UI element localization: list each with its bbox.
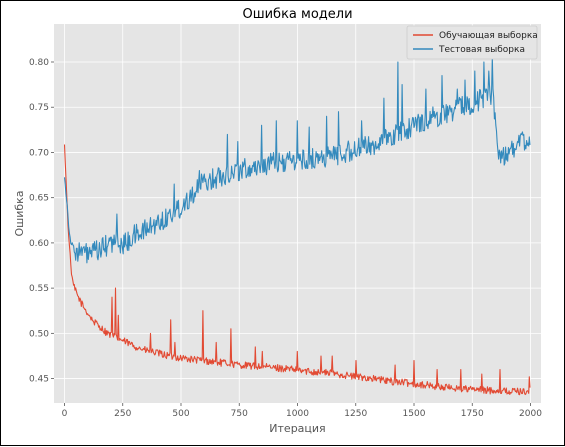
legend-entry-test: Тестовая выборка — [438, 45, 525, 55]
series-layer — [63, 56, 531, 396]
series-line-test — [63, 56, 531, 264]
x-tick-label: 250 — [114, 409, 131, 419]
tick-layer: 0 250 500 750 1000 1250 1500 1750 2000 0.45 0.50 0.… — [29, 58, 542, 419]
series-line-train — [63, 144, 531, 396]
x-tick-label: 500 — [172, 409, 189, 419]
x-tick-label: 1250 — [344, 409, 367, 419]
x-tick-label: 0 — [62, 409, 68, 419]
y-tick-label: 0.75 — [29, 103, 49, 113]
y-tick-label: 0.70 — [29, 148, 49, 158]
x-tick-label: 1000 — [286, 409, 309, 419]
legend-box — [406, 25, 538, 60]
legend: Обучающая выборка Тестовая выборка — [406, 25, 538, 60]
x-tick-label: 750 — [231, 409, 248, 419]
y-tick-label: 0.65 — [29, 194, 49, 204]
y-tick-label: 0.60 — [29, 239, 49, 249]
x-tick-label: 1500 — [403, 409, 426, 419]
y-tick-label: 0.45 — [29, 375, 49, 385]
y-tick-label: 0.80 — [29, 58, 49, 68]
y-axis-label: Ошибка — [13, 190, 26, 236]
x-axis-label: Итерация — [269, 422, 325, 435]
x-tick-label: 2000 — [519, 409, 542, 419]
x-tick-label: 1750 — [461, 409, 484, 419]
legend-entry-train: Обучающая выборка — [439, 31, 538, 41]
chart-title: Ошибка модели — [242, 7, 352, 22]
y-tick-label: 0.50 — [29, 329, 49, 339]
y-tick-label: 0.55 — [29, 284, 49, 294]
